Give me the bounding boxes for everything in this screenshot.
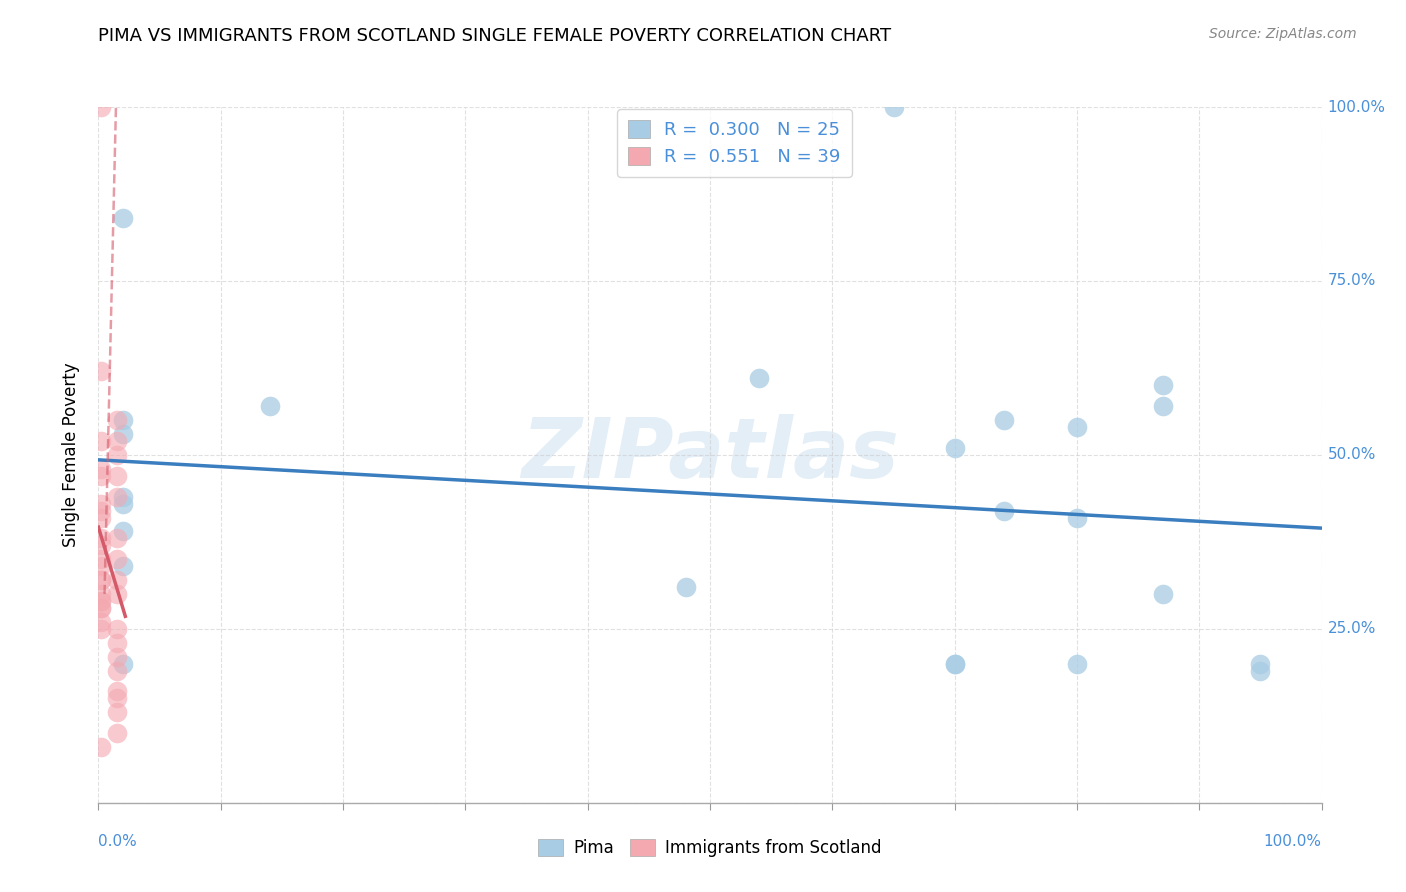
Point	[1152, 587, 1174, 601]
Point	[993, 503, 1015, 517]
Point	[105, 468, 128, 483]
Point	[259, 399, 281, 413]
Point	[90, 510, 112, 524]
Point	[105, 691, 128, 706]
Point	[90, 532, 112, 546]
Point	[105, 490, 128, 504]
Point	[1066, 657, 1088, 671]
Point	[883, 100, 905, 114]
Point	[105, 552, 128, 566]
Point	[90, 468, 112, 483]
Text: 100.0%: 100.0%	[1264, 834, 1322, 849]
Point	[105, 706, 128, 720]
Point	[90, 538, 112, 552]
Point	[1249, 664, 1271, 678]
Text: 100.0%: 100.0%	[1327, 100, 1386, 114]
Point	[90, 552, 112, 566]
Point	[943, 441, 966, 455]
Point	[105, 684, 128, 698]
Text: 50.0%: 50.0%	[1327, 448, 1376, 462]
Point	[1249, 657, 1271, 671]
Point	[90, 503, 112, 517]
Point	[90, 100, 112, 114]
Point	[105, 587, 128, 601]
Point	[90, 462, 112, 476]
Text: 0.0%: 0.0%	[98, 834, 138, 849]
Point	[111, 524, 134, 539]
Point	[943, 657, 966, 671]
Point	[111, 490, 134, 504]
Point	[748, 371, 770, 385]
Point	[90, 740, 112, 755]
Point	[943, 657, 966, 671]
Y-axis label: Single Female Poverty: Single Female Poverty	[62, 363, 80, 547]
Point	[1066, 420, 1088, 434]
Legend: R =  0.300   N = 25, R =  0.551   N = 39: R = 0.300 N = 25, R = 0.551 N = 39	[617, 109, 852, 177]
Point	[111, 657, 134, 671]
Point	[90, 594, 112, 608]
Text: PIMA VS IMMIGRANTS FROM SCOTLAND SINGLE FEMALE POVERTY CORRELATION CHART: PIMA VS IMMIGRANTS FROM SCOTLAND SINGLE …	[98, 27, 891, 45]
Point	[105, 726, 128, 740]
Point	[111, 427, 134, 442]
Point	[993, 413, 1015, 427]
Point	[90, 434, 112, 448]
Point	[111, 413, 134, 427]
Point	[105, 622, 128, 636]
Point	[90, 573, 112, 587]
Point	[1066, 510, 1088, 524]
Point	[105, 649, 128, 664]
Point	[111, 211, 134, 226]
Point	[90, 364, 112, 378]
Point	[1152, 378, 1174, 392]
Point	[105, 532, 128, 546]
Point	[90, 587, 112, 601]
Point	[111, 559, 134, 574]
Point	[90, 573, 112, 587]
Point	[90, 594, 112, 608]
Point	[90, 615, 112, 629]
Point	[90, 601, 112, 615]
Point	[90, 559, 112, 574]
Point	[90, 601, 112, 615]
Point	[90, 497, 112, 511]
Point	[90, 622, 112, 636]
Text: Source: ZipAtlas.com: Source: ZipAtlas.com	[1209, 27, 1357, 41]
Point	[105, 434, 128, 448]
Text: ZIPatlas: ZIPatlas	[522, 415, 898, 495]
Text: 75.0%: 75.0%	[1327, 274, 1376, 288]
Point	[105, 636, 128, 650]
Text: 25.0%: 25.0%	[1327, 622, 1376, 636]
Point	[105, 573, 128, 587]
Point	[1152, 399, 1174, 413]
Point	[105, 448, 128, 462]
Point	[105, 664, 128, 678]
Point	[105, 413, 128, 427]
Point	[675, 580, 697, 594]
Point	[111, 497, 134, 511]
